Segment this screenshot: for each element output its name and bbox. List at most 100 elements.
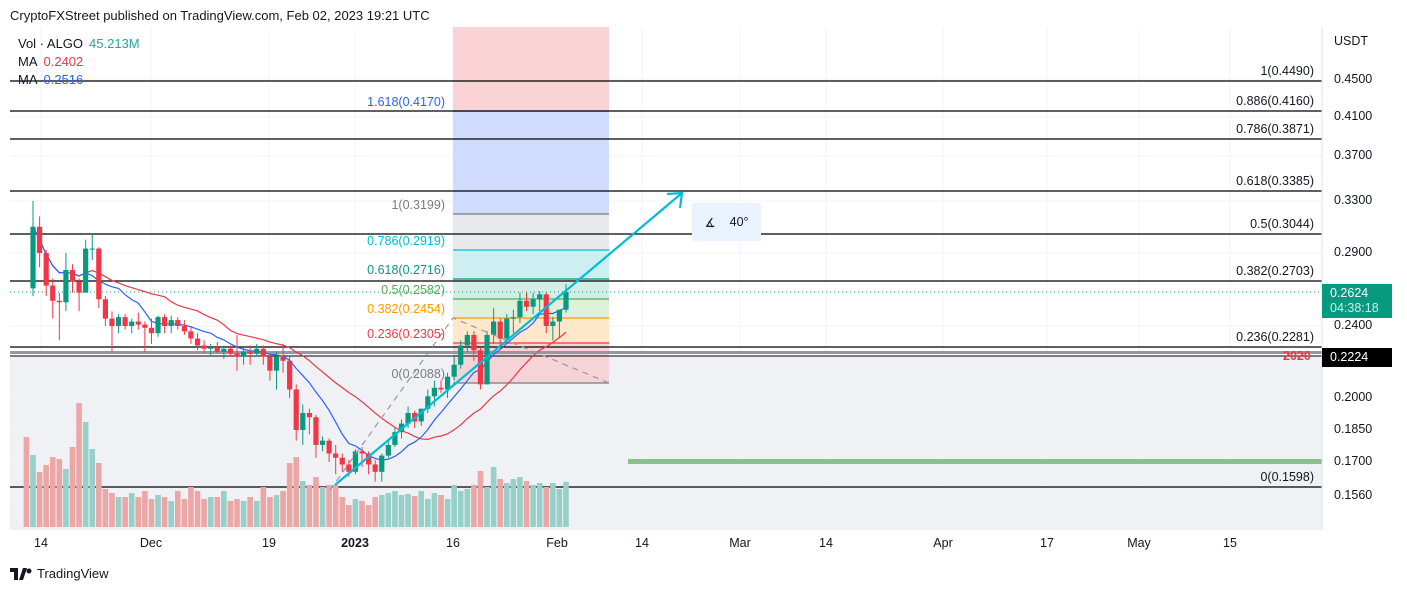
volume-bar [300, 481, 306, 527]
x-tick-label: 2023 [341, 536, 369, 550]
volume-bar [247, 497, 253, 527]
candle-body [418, 408, 424, 422]
candle-body [83, 248, 89, 293]
angle-annotation[interactable]: ∡ 40° [692, 203, 761, 241]
volume-bar [23, 437, 30, 527]
candle-body [491, 321, 497, 335]
volume-bar [313, 477, 319, 527]
candle-body [385, 444, 391, 456]
fib-retracement-label: 0.618(0.3385) [1236, 174, 1314, 188]
candle-body [359, 451, 365, 454]
volume-bar [174, 491, 181, 527]
volume-bar [365, 505, 372, 527]
candle-body [352, 451, 359, 472]
volume-bar [550, 483, 556, 527]
current-price-label: 0.2624 04:38:18 [1322, 284, 1392, 318]
volume-bar [69, 447, 76, 527]
volume-bar [36, 472, 43, 527]
volume-bar [372, 497, 378, 527]
legend-volume: Vol · ALGO 45.213M [18, 35, 140, 53]
x-tick-label: Mar [729, 536, 751, 550]
fib-zone [453, 318, 609, 343]
candle-body [102, 299, 108, 319]
candle-body [530, 299, 536, 307]
volume-bar [464, 489, 471, 527]
ma-fast-line [32, 226, 567, 461]
volume-bar [102, 489, 109, 527]
volume-bar [563, 481, 569, 527]
candle-body [37, 226, 43, 253]
volume-bar [556, 489, 563, 527]
publish-header: CryptoFXStreet published on TradingView.… [10, 8, 430, 23]
currency-label: USDT [1334, 34, 1369, 48]
candle-body [142, 324, 148, 328]
candle-body [444, 376, 451, 390]
fib-zone [453, 279, 609, 299]
fib-zone [453, 299, 609, 318]
fib-extension-label: 0.618(0.2716) [367, 263, 445, 277]
legend: Vol · ALGO 45.213M MA 0.2402 MA 0.2516 [18, 35, 140, 89]
x-tick-label: Dec [139, 536, 163, 550]
fib-retracement-label: 0.786(0.3871) [1236, 122, 1314, 136]
volume-bar [115, 497, 122, 527]
volume-bar [135, 497, 142, 527]
volume-bar [155, 495, 161, 527]
fib-zone [453, 111, 609, 214]
candle-body [563, 292, 569, 310]
current-price: 0.2624 [1330, 286, 1369, 300]
tradingview-logo[interactable]: TradingView [10, 566, 109, 581]
volume-bar [451, 485, 457, 527]
candle-body [254, 348, 260, 354]
candle-body [234, 353, 240, 357]
fib-extension-label: 0.786(0.2919) [367, 234, 445, 248]
volume-bar [471, 485, 477, 527]
volume-bar [280, 491, 286, 527]
volume-bar [89, 449, 96, 527]
volume-bar [234, 499, 240, 527]
candle-body [300, 412, 306, 430]
candle-body [188, 331, 194, 339]
volume-bar [181, 499, 188, 527]
volume-bar [76, 403, 82, 527]
fib-retracement-label: 0(0.1598) [1260, 470, 1314, 484]
volume-bar [207, 497, 214, 527]
volume-bar [523, 481, 530, 527]
candle-body [148, 327, 155, 334]
ma2-label: MA [18, 72, 38, 87]
candle-body [201, 345, 207, 349]
fib-extension-label: 1(0.3199) [391, 198, 445, 212]
candle-body [346, 464, 352, 472]
volume-bar [378, 495, 385, 527]
angle-icon: ∡ [704, 215, 716, 230]
candle-body [543, 294, 549, 326]
candle-body [451, 364, 457, 377]
fib-retracement-label: 0.5(0.3044) [1250, 217, 1314, 231]
volume-bar [96, 463, 102, 527]
drawings[interactable] [329, 191, 684, 491]
trend-arrow-line [334, 192, 683, 486]
fib-extension-label: 1.618(0.4170) [367, 95, 445, 109]
volume-bar [273, 495, 280, 527]
candle-body [76, 281, 82, 293]
volume-bar [128, 493, 135, 527]
fib-extension-label: 0(0.2088) [391, 367, 445, 381]
volume-bar [385, 493, 392, 527]
candle-body [523, 300, 530, 307]
candle-body [63, 269, 69, 303]
x-tick-label: May [1127, 536, 1151, 550]
volume-bar [503, 483, 510, 527]
volume-bar [444, 499, 451, 527]
volume-bar [56, 459, 63, 527]
candle-body [313, 417, 319, 445]
volume-bar [214, 497, 221, 527]
volume-bar [346, 505, 352, 527]
candle-body [333, 453, 339, 458]
candle-body [477, 350, 484, 385]
x-tick-label: 14 [635, 536, 649, 550]
candle-body [227, 348, 234, 354]
fib-zone [453, 214, 609, 250]
candle-body [30, 226, 36, 289]
volume-bar [457, 491, 464, 527]
y-tick-label: 0.1560 [1334, 488, 1373, 502]
